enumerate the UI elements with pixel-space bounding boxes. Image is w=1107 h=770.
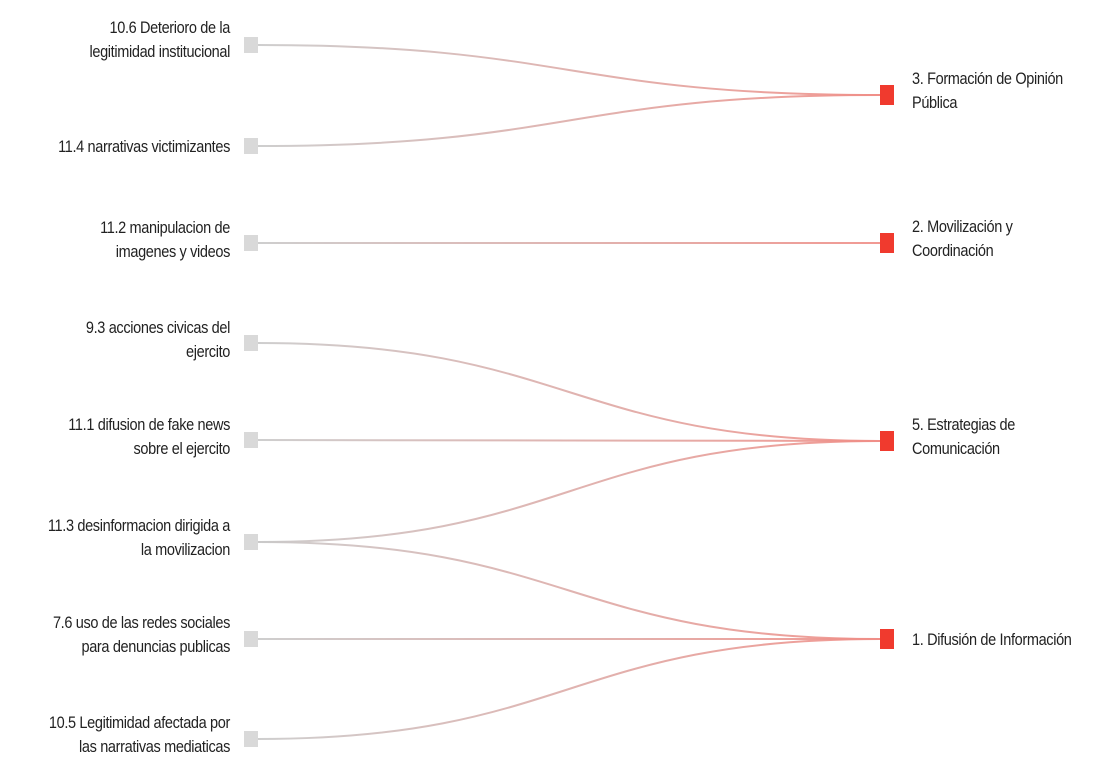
source-label-s1: 10.6 Deterioro de la legitimidad instituc… (89, 19, 230, 61)
source-label-s4: 9.3 acciones civicas del ejercito (85, 319, 231, 361)
target-node-t3 (880, 431, 894, 451)
target-node-t1 (880, 85, 894, 105)
source-node-s7 (244, 631, 258, 647)
link-s4-t3 (257, 342, 881, 442)
link-s2-t1 (257, 94, 881, 147)
link-s5-t3 (257, 439, 881, 442)
link-s8-t4 (257, 638, 881, 740)
source-node-s1 (244, 37, 258, 53)
link-s6-t3 (257, 440, 881, 543)
target-node-t4 (880, 629, 894, 649)
source-label-s7: 7.6 uso de las redes sociales para denunc… (52, 614, 230, 656)
source-node-s6 (244, 534, 258, 550)
link-s1-t1 (257, 44, 881, 96)
target-label-t2: 2. Movilización y Coordinación (912, 218, 1013, 260)
target-node-t2 (880, 233, 894, 253)
source-node-s8 (244, 731, 258, 747)
source-label-s3: 11.2 manipulacion de imagenes y videos (100, 219, 230, 261)
target-label-t1: 3. Formación de Opinión Pública (912, 70, 1063, 112)
source-label-s5: 11.1 difusion de fake news sobre el ejerc… (68, 416, 230, 458)
source-node-s3 (244, 235, 258, 251)
source-node-s5 (244, 432, 258, 448)
target-label-t3: 5. Estrategias de Comunicación (912, 416, 1015, 458)
link-s6-t4 (257, 541, 881, 640)
source-label-s6: 11.3 desinformacion dirigida a la moviliz… (47, 517, 230, 559)
source-label-s8: 10.5 Legitimidad afectada por las narrati… (48, 714, 230, 756)
source-node-s4 (244, 335, 258, 351)
source-label-s2: 11.4 narrativas victimizantes (58, 138, 230, 156)
target-label-t4: 1. Difusión de Información (912, 631, 1072, 649)
node-layer (244, 37, 894, 747)
source-node-s2 (244, 138, 258, 154)
link-layer (257, 44, 881, 740)
